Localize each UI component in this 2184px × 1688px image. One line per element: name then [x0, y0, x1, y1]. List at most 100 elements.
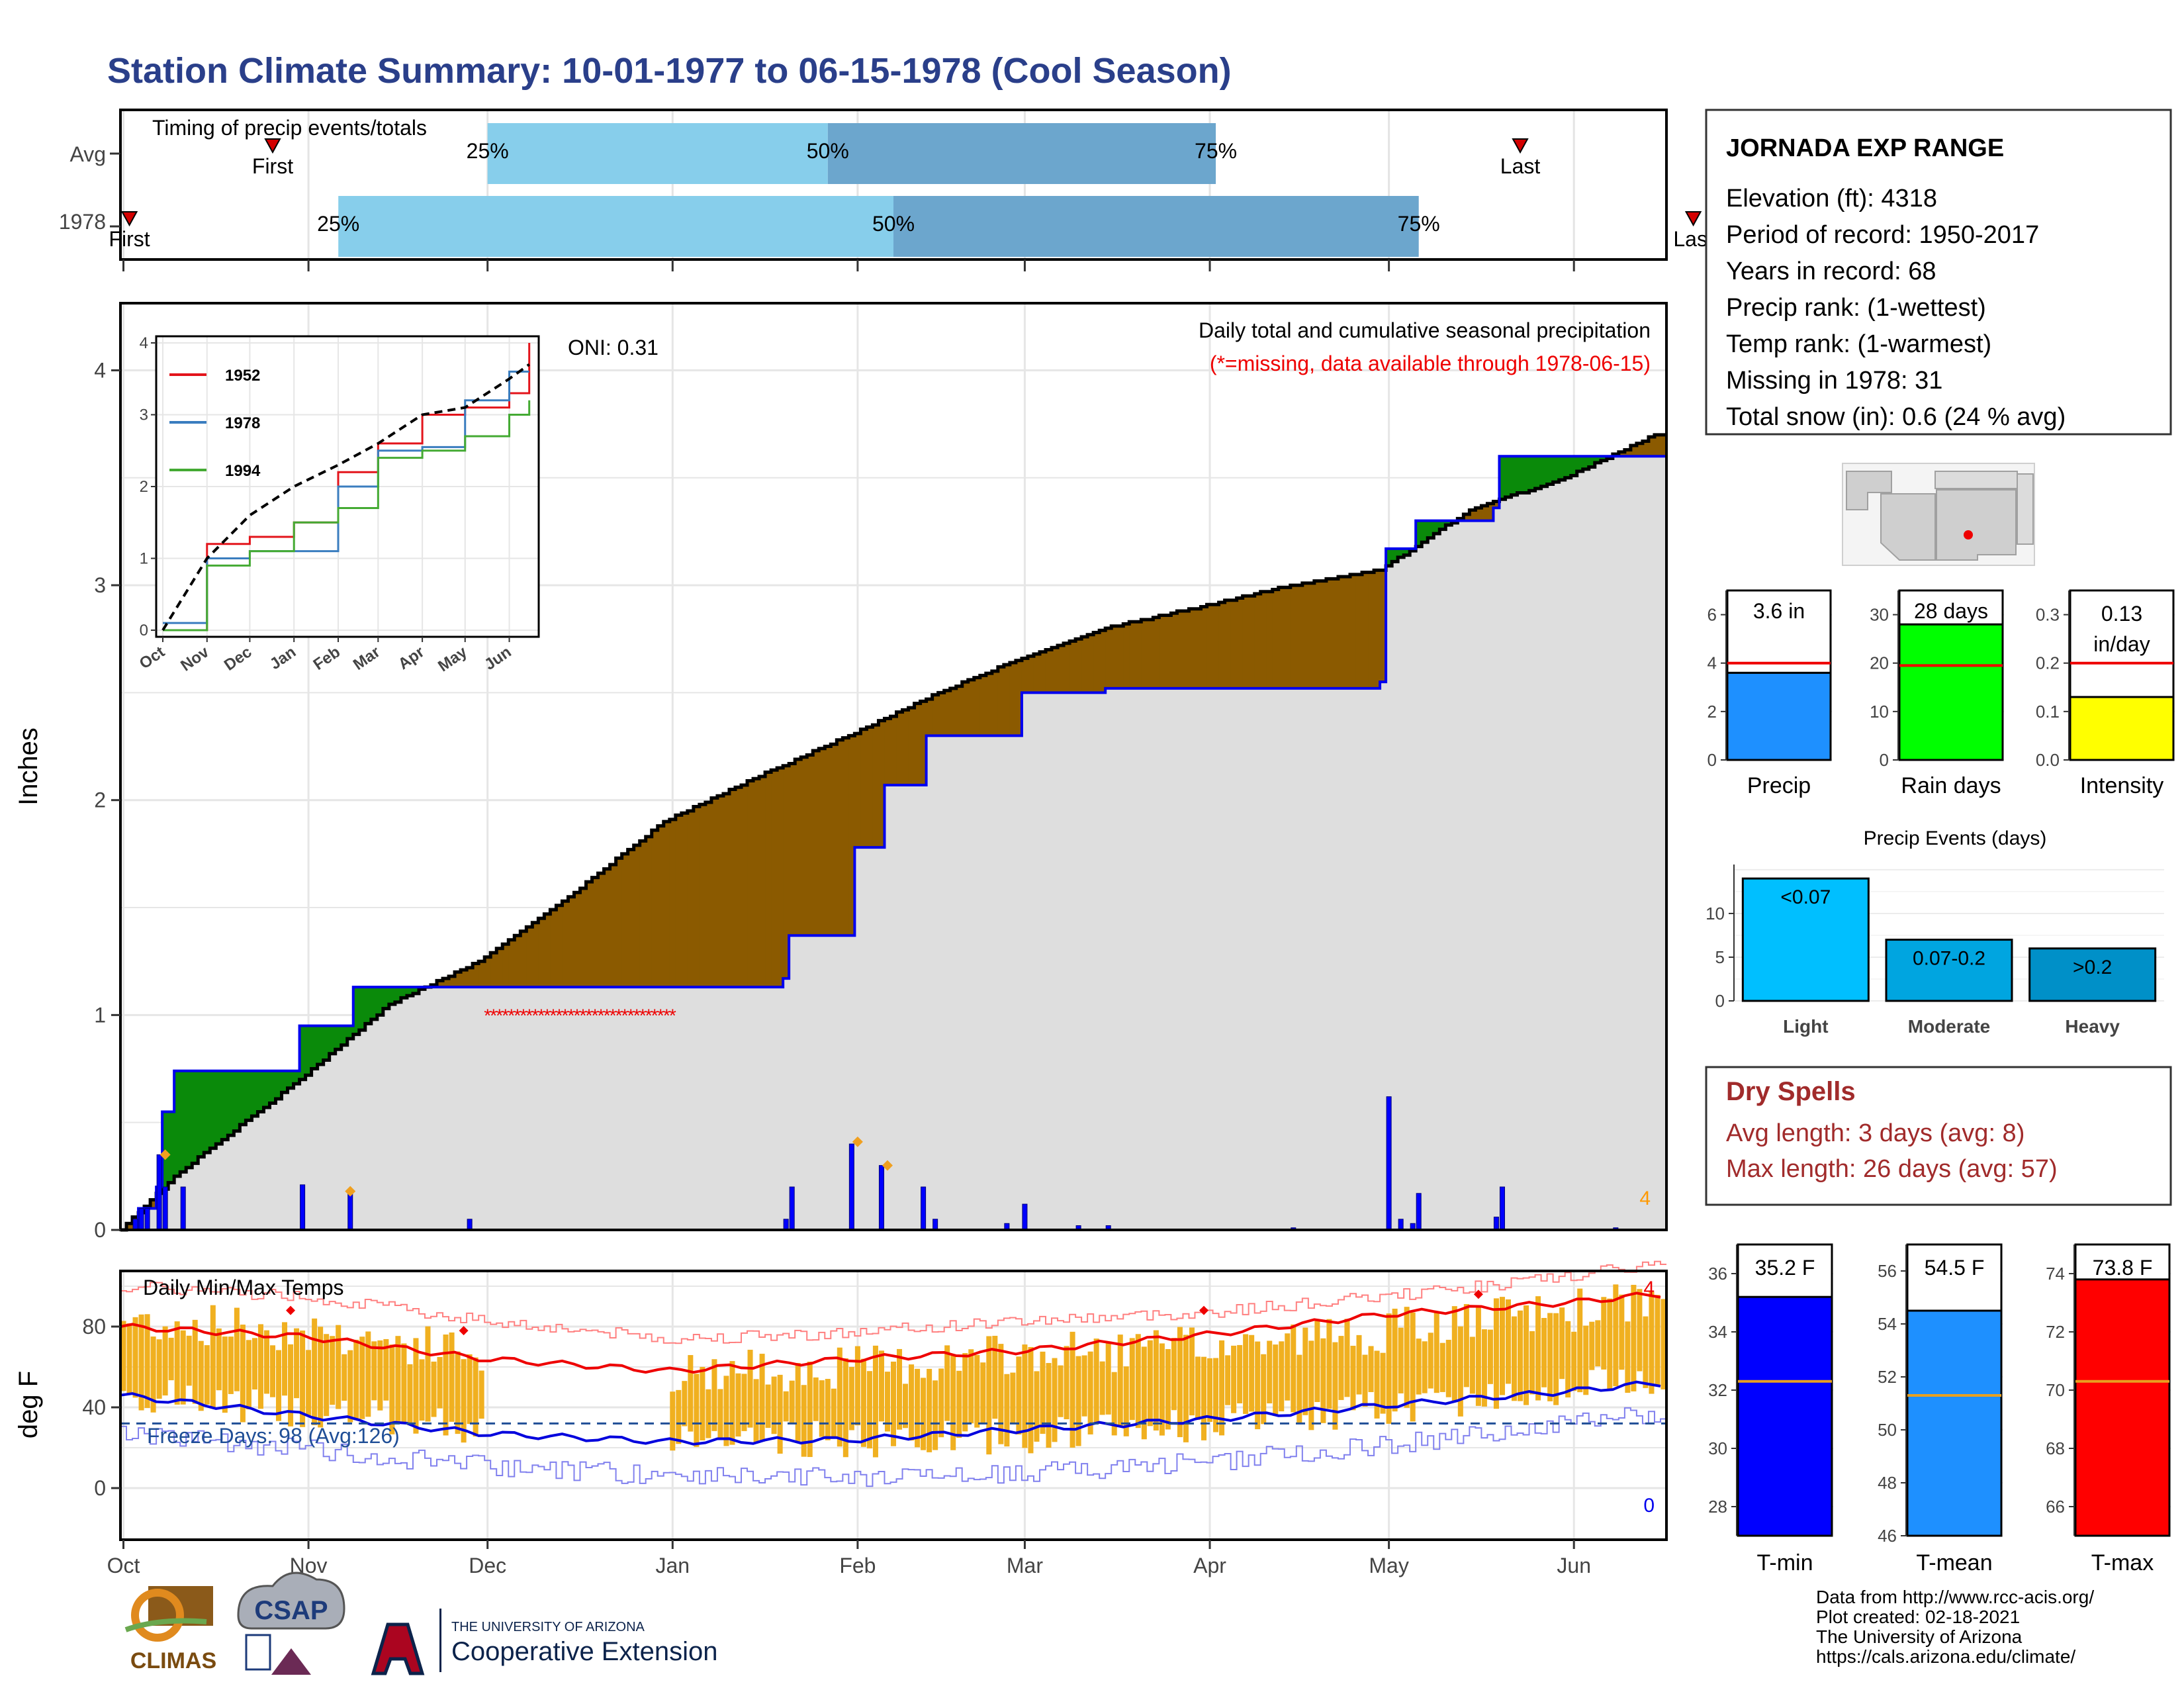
below-normal-fill — [1045, 649, 1052, 693]
daily-temp-range-bar — [467, 1354, 473, 1425]
missing-day-star: * — [549, 1005, 557, 1025]
daily-temp-range-bar — [162, 1326, 168, 1396]
below-normal-fill — [562, 901, 569, 988]
normal-cumulative-line — [120, 433, 1666, 1232]
record-high-line — [120, 1260, 1666, 1344]
below-normal-fill — [819, 748, 825, 936]
daily-temp-range-bar — [1410, 1312, 1416, 1422]
daily-temp-range-bar — [1356, 1335, 1362, 1395]
daily-temp-range-bar — [1613, 1284, 1619, 1387]
above-normal-fill — [1439, 520, 1446, 530]
missing-day-star: * — [657, 1005, 664, 1025]
below-normal-fill — [1314, 581, 1321, 688]
missing-day-star: * — [633, 1005, 641, 1025]
below-normal-fill — [1278, 587, 1285, 688]
missing-day-star: * — [525, 1005, 533, 1025]
location-map — [1842, 463, 2035, 566]
daily-temp-range-bar — [1034, 1371, 1040, 1442]
below-normal-fill — [866, 727, 874, 848]
below-normal-fill — [627, 849, 635, 988]
below-normal-fill — [1212, 604, 1220, 688]
below-normal-fill — [938, 692, 945, 736]
inset-y-tick-label: 2 — [140, 478, 148, 496]
timing-q50-label: 50% — [807, 139, 849, 163]
daily-temp-range-bar — [1117, 1335, 1123, 1427]
daily-temp-range-bar — [915, 1368, 921, 1448]
below-normal-fill — [1147, 620, 1154, 688]
daily-temp-range-bar — [1398, 1327, 1404, 1393]
daily-temp-range-bar — [300, 1331, 306, 1427]
below-normal-fill — [1039, 651, 1046, 693]
below-normal-fill — [1343, 577, 1351, 688]
summary-bar-rain-days: 28 days 0 10 20 30 Rain days — [1870, 589, 2004, 798]
daily-temp-range-bar — [1451, 1306, 1457, 1401]
daily-precip-bar — [783, 1219, 789, 1231]
above-normal-fill — [287, 1070, 295, 1088]
below-normal-fill — [860, 729, 868, 848]
timing-last-marker — [1512, 138, 1529, 154]
below-normal-fill — [1111, 626, 1118, 688]
below-normal-fill — [926, 699, 933, 736]
summary-bar-tick: 6 — [1707, 605, 1717, 625]
above-normal-fill — [263, 1070, 271, 1107]
summary-bar-fill — [1898, 623, 2004, 761]
below-normal-fill — [1380, 570, 1387, 682]
above-normal-fill — [299, 1025, 306, 1080]
below-normal-fill — [854, 733, 861, 848]
above-normal-fill — [1529, 456, 1536, 491]
daily-temp-range-bar — [1655, 1295, 1661, 1387]
daily-temp-range-bar — [1111, 1372, 1117, 1436]
above-normal-fill — [1428, 520, 1434, 538]
climas-logo: CLIMAS — [124, 1586, 216, 1673]
ua-logo: THE UNIVERSITY OF ARIZONA Cooperative Ex… — [371, 1609, 717, 1675]
missing-day-star: * — [639, 1005, 647, 1025]
freeze-days-text: Freeze Days: 98 (Avg:126) — [147, 1424, 400, 1448]
heavy-event-marker — [159, 1149, 171, 1160]
daily-temp-range-bar — [1475, 1306, 1481, 1406]
precip-event-tick: 0 — [1715, 991, 1725, 1011]
below-normal-fill — [1475, 508, 1482, 521]
below-normal-fill — [1117, 626, 1124, 688]
daily-temp-range-bar — [1273, 1344, 1279, 1417]
inset-legend-label: 1952 — [225, 367, 260, 385]
temp-summary-bar-fill — [1906, 1309, 2003, 1537]
daily-temp-range-bar — [306, 1350, 312, 1417]
daily-temp-range-bar — [1428, 1333, 1433, 1389]
below-normal-fill — [735, 787, 742, 988]
year-cumulative-line — [120, 455, 1666, 1231]
daily-temp-range-bar — [866, 1371, 872, 1449]
temp-summary-label: T-min — [1757, 1550, 1813, 1575]
below-normal-fill — [1642, 441, 1649, 457]
missing-day-star: * — [508, 1005, 515, 1025]
daily-temp-range-bar — [1147, 1340, 1153, 1427]
below-normal-fill — [1087, 634, 1094, 693]
below-normal-fill — [1093, 632, 1100, 693]
daily-temp-range-bar — [1374, 1350, 1380, 1419]
below-normal-fill — [604, 868, 611, 988]
daily-temp-range-bar — [777, 1374, 783, 1454]
daily-temp-range-bar — [1075, 1356, 1081, 1446]
daily-temp-range-bar — [251, 1338, 257, 1390]
below-normal-fill — [532, 922, 539, 988]
daily-temp-range-bar — [854, 1346, 860, 1426]
daily-temp-range-bar — [449, 1332, 455, 1422]
summary-bar-value: 3.6 in — [1753, 599, 1805, 623]
daily-temp-range-bar — [944, 1345, 950, 1421]
month-tick-label: May — [1369, 1554, 1408, 1577]
inset-legend-label: 1978 — [225, 414, 260, 432]
daily-temp-range-bar — [455, 1351, 461, 1434]
credit-line: Plot created: 02-18-2021 — [1816, 1607, 2020, 1627]
below-normal-fill — [771, 770, 778, 988]
daily-temp-range-bar — [1559, 1307, 1565, 1380]
summary-bar-fill — [2069, 696, 2175, 761]
below-normal-fill — [1033, 653, 1040, 693]
below-normal-fill — [872, 725, 880, 848]
daily-temp-range-bar — [878, 1350, 884, 1422]
daily-temp-range-bar — [198, 1340, 204, 1411]
below-normal-fill — [574, 892, 581, 988]
precip-y-tick-label: 1 — [94, 1003, 106, 1027]
daily-temp-range-bar — [950, 1354, 956, 1450]
missing-day-star: * — [543, 1005, 551, 1025]
below-normal-fill — [1230, 600, 1238, 688]
